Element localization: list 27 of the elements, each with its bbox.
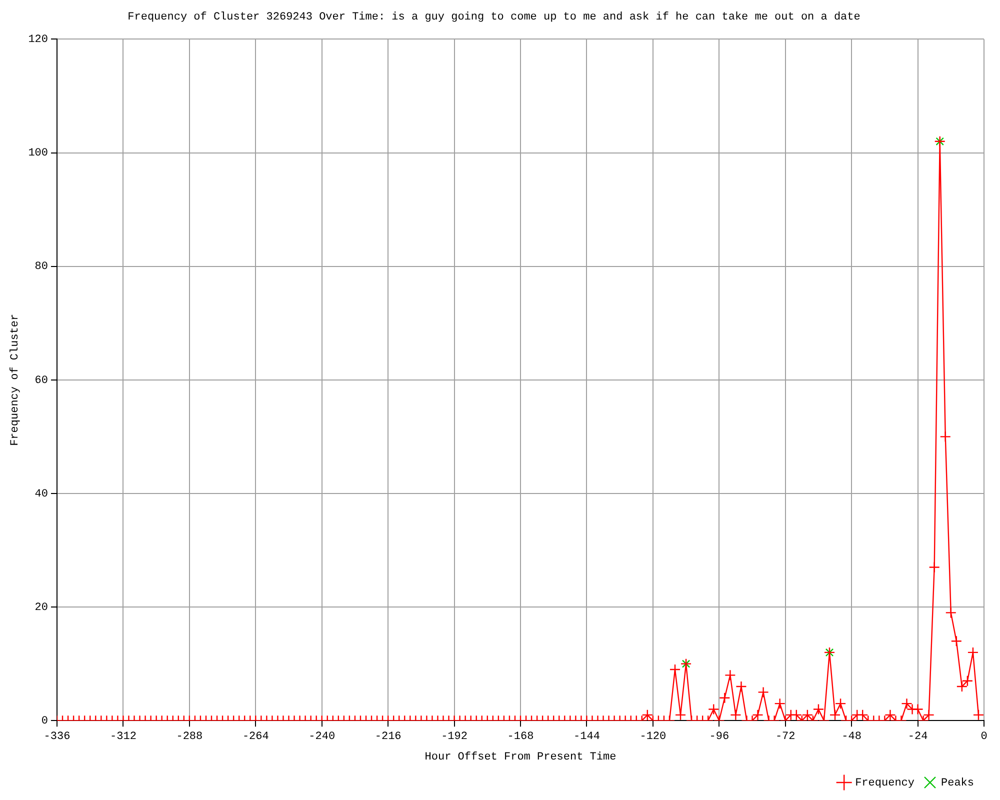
y-tick-label: 60 xyxy=(34,374,48,387)
x-tick-label: -192 xyxy=(441,731,468,744)
y-axis-title: Frequency of Cluster xyxy=(10,314,22,446)
y-tick-label: 80 xyxy=(34,261,48,274)
legend-label: Frequency xyxy=(855,777,915,790)
x-tick-label: -336 xyxy=(44,731,70,744)
y-tick-label: 120 xyxy=(28,34,48,46)
x-tick-label: -168 xyxy=(507,731,534,744)
x-axis-title: Hour Offset From Present Time xyxy=(424,751,616,764)
x-tick-label: -120 xyxy=(640,731,666,744)
x-tick-label: -72 xyxy=(775,731,796,744)
x-tick-label: -288 xyxy=(176,731,203,744)
x-tick-label: -240 xyxy=(308,731,336,744)
x-tick-label: 0 xyxy=(980,731,988,744)
legend-label: Peaks xyxy=(940,777,974,790)
y-tick-label: 0 xyxy=(41,716,48,728)
y-tick-label: 20 xyxy=(34,602,48,614)
y-tick-label: 40 xyxy=(34,488,48,500)
x-tick-label: -96 xyxy=(709,731,730,744)
x-tick-label: -312 xyxy=(110,731,136,744)
x-tick-label: -264 xyxy=(242,731,270,744)
x-tick-label: -144 xyxy=(574,731,600,744)
x-tick-label: -48 xyxy=(842,731,862,744)
x-tick-label: -24 xyxy=(908,731,928,744)
y-tick-label: 100 xyxy=(28,148,48,160)
x-tick-label: -216 xyxy=(374,731,402,744)
chart-title: Frequency of Cluster 3269243 Over Time: is a guy going to come up to me and ask if he can take me out on a date xyxy=(128,12,860,24)
